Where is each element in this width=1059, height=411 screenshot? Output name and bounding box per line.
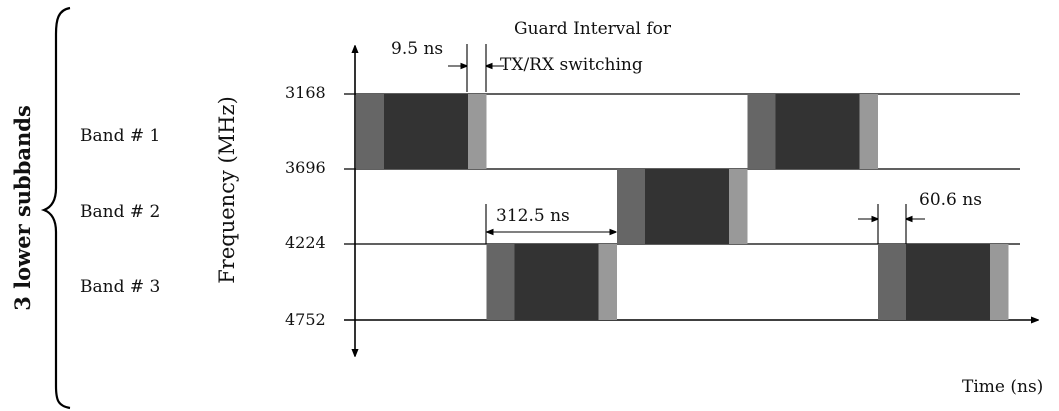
freq-label-3696: 3696 — [285, 158, 326, 177]
band-label-3: Band # 3 — [80, 277, 160, 297]
freq-label-4224: 4224 — [285, 233, 326, 252]
freq-label-3168: 3168 — [285, 83, 326, 102]
pulse-blocks — [356, 94, 1009, 320]
pulse-4-symbol — [775, 94, 860, 169]
guard-time-label: 9.5 ns — [391, 39, 443, 59]
pulse-2-cyclic-prefix — [486, 244, 515, 320]
pulse-3-symbol — [645, 169, 729, 244]
band-label-1: Band # 1 — [80, 126, 160, 146]
pulse-2-symbol — [514, 244, 599, 320]
x-axis-label: Time (ns) — [962, 377, 1043, 397]
pulse-5-symbol — [906, 244, 990, 320]
pulse-3-guard-interval — [729, 169, 748, 244]
group-label: 3 lower subbands — [10, 105, 35, 311]
pulse-5-cyclic-prefix — [878, 244, 906, 320]
guard-interval-subtitle: TX/RX switching — [500, 55, 643, 75]
pulse-1-symbol — [384, 94, 468, 169]
freq-label-4752: 4752 — [285, 310, 326, 329]
pulse-3-cyclic-prefix — [617, 169, 645, 244]
symbol-period-label: 312.5 ns — [496, 206, 570, 226]
y-axis-label: Frequency (MHz) — [215, 96, 239, 284]
pulse-1-guard-interval — [468, 94, 487, 169]
pulse-2-guard-interval — [598, 244, 617, 320]
pulse-4-guard-interval — [859, 94, 878, 169]
guard-interval-title: Guard Interval for — [514, 19, 672, 39]
band-label-2: Band # 2 — [80, 202, 160, 222]
pulse-4-cyclic-prefix — [747, 94, 776, 169]
pulse-5-guard-interval — [990, 244, 1009, 320]
zero-padding-label: 60.6 ns — [919, 190, 982, 210]
group-brace — [40, 6, 71, 410]
pulse-1-cyclic-prefix — [356, 94, 384, 169]
